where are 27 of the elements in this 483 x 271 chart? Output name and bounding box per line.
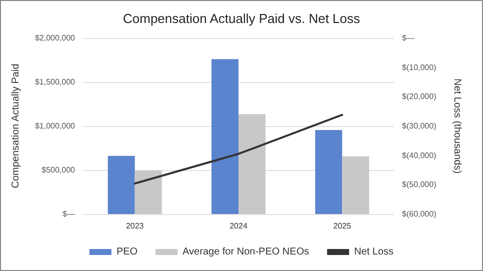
y2-tick-label: $(60,000) xyxy=(402,210,437,218)
y2-tick-label: $(10,000) xyxy=(402,62,437,72)
y2-tick-label: $(40,000) xyxy=(402,150,437,160)
y-tick-label: $— xyxy=(62,210,75,218)
y2-axis-title: Net Loss (thousands) xyxy=(452,78,462,174)
x-tick-label: 2023 xyxy=(126,222,144,230)
bar xyxy=(315,130,342,214)
y-tick-label: $2,000,000 xyxy=(34,34,76,42)
y2-tick-label: $— xyxy=(402,34,414,42)
x-tick-label: 2025 xyxy=(333,222,352,230)
y-axis-title: Compensation Actually Paid xyxy=(10,64,22,188)
bar xyxy=(238,114,266,214)
bar xyxy=(212,59,238,214)
bar xyxy=(108,156,135,214)
legend-label: Average for Non-PEO NEOs xyxy=(182,246,310,258)
y-tick-label: $500,000 xyxy=(42,166,76,174)
y-tick-label: $1,500,000 xyxy=(34,78,76,86)
x-tick-label: 2024 xyxy=(230,222,248,230)
bar xyxy=(342,156,370,214)
y2-tick-label: $(50,000) xyxy=(402,180,437,190)
y2-tick-label: $(30,000) xyxy=(402,122,437,130)
y-tick-label: $1,000,000 xyxy=(34,122,76,130)
bar xyxy=(134,170,162,214)
y2-tick-label: $(20,000) xyxy=(402,92,437,102)
legend-label: PEO xyxy=(116,246,138,258)
chart-title: Compensation Actually Paid vs. Net Loss xyxy=(122,11,360,26)
legend-label: Net Loss xyxy=(354,246,394,258)
